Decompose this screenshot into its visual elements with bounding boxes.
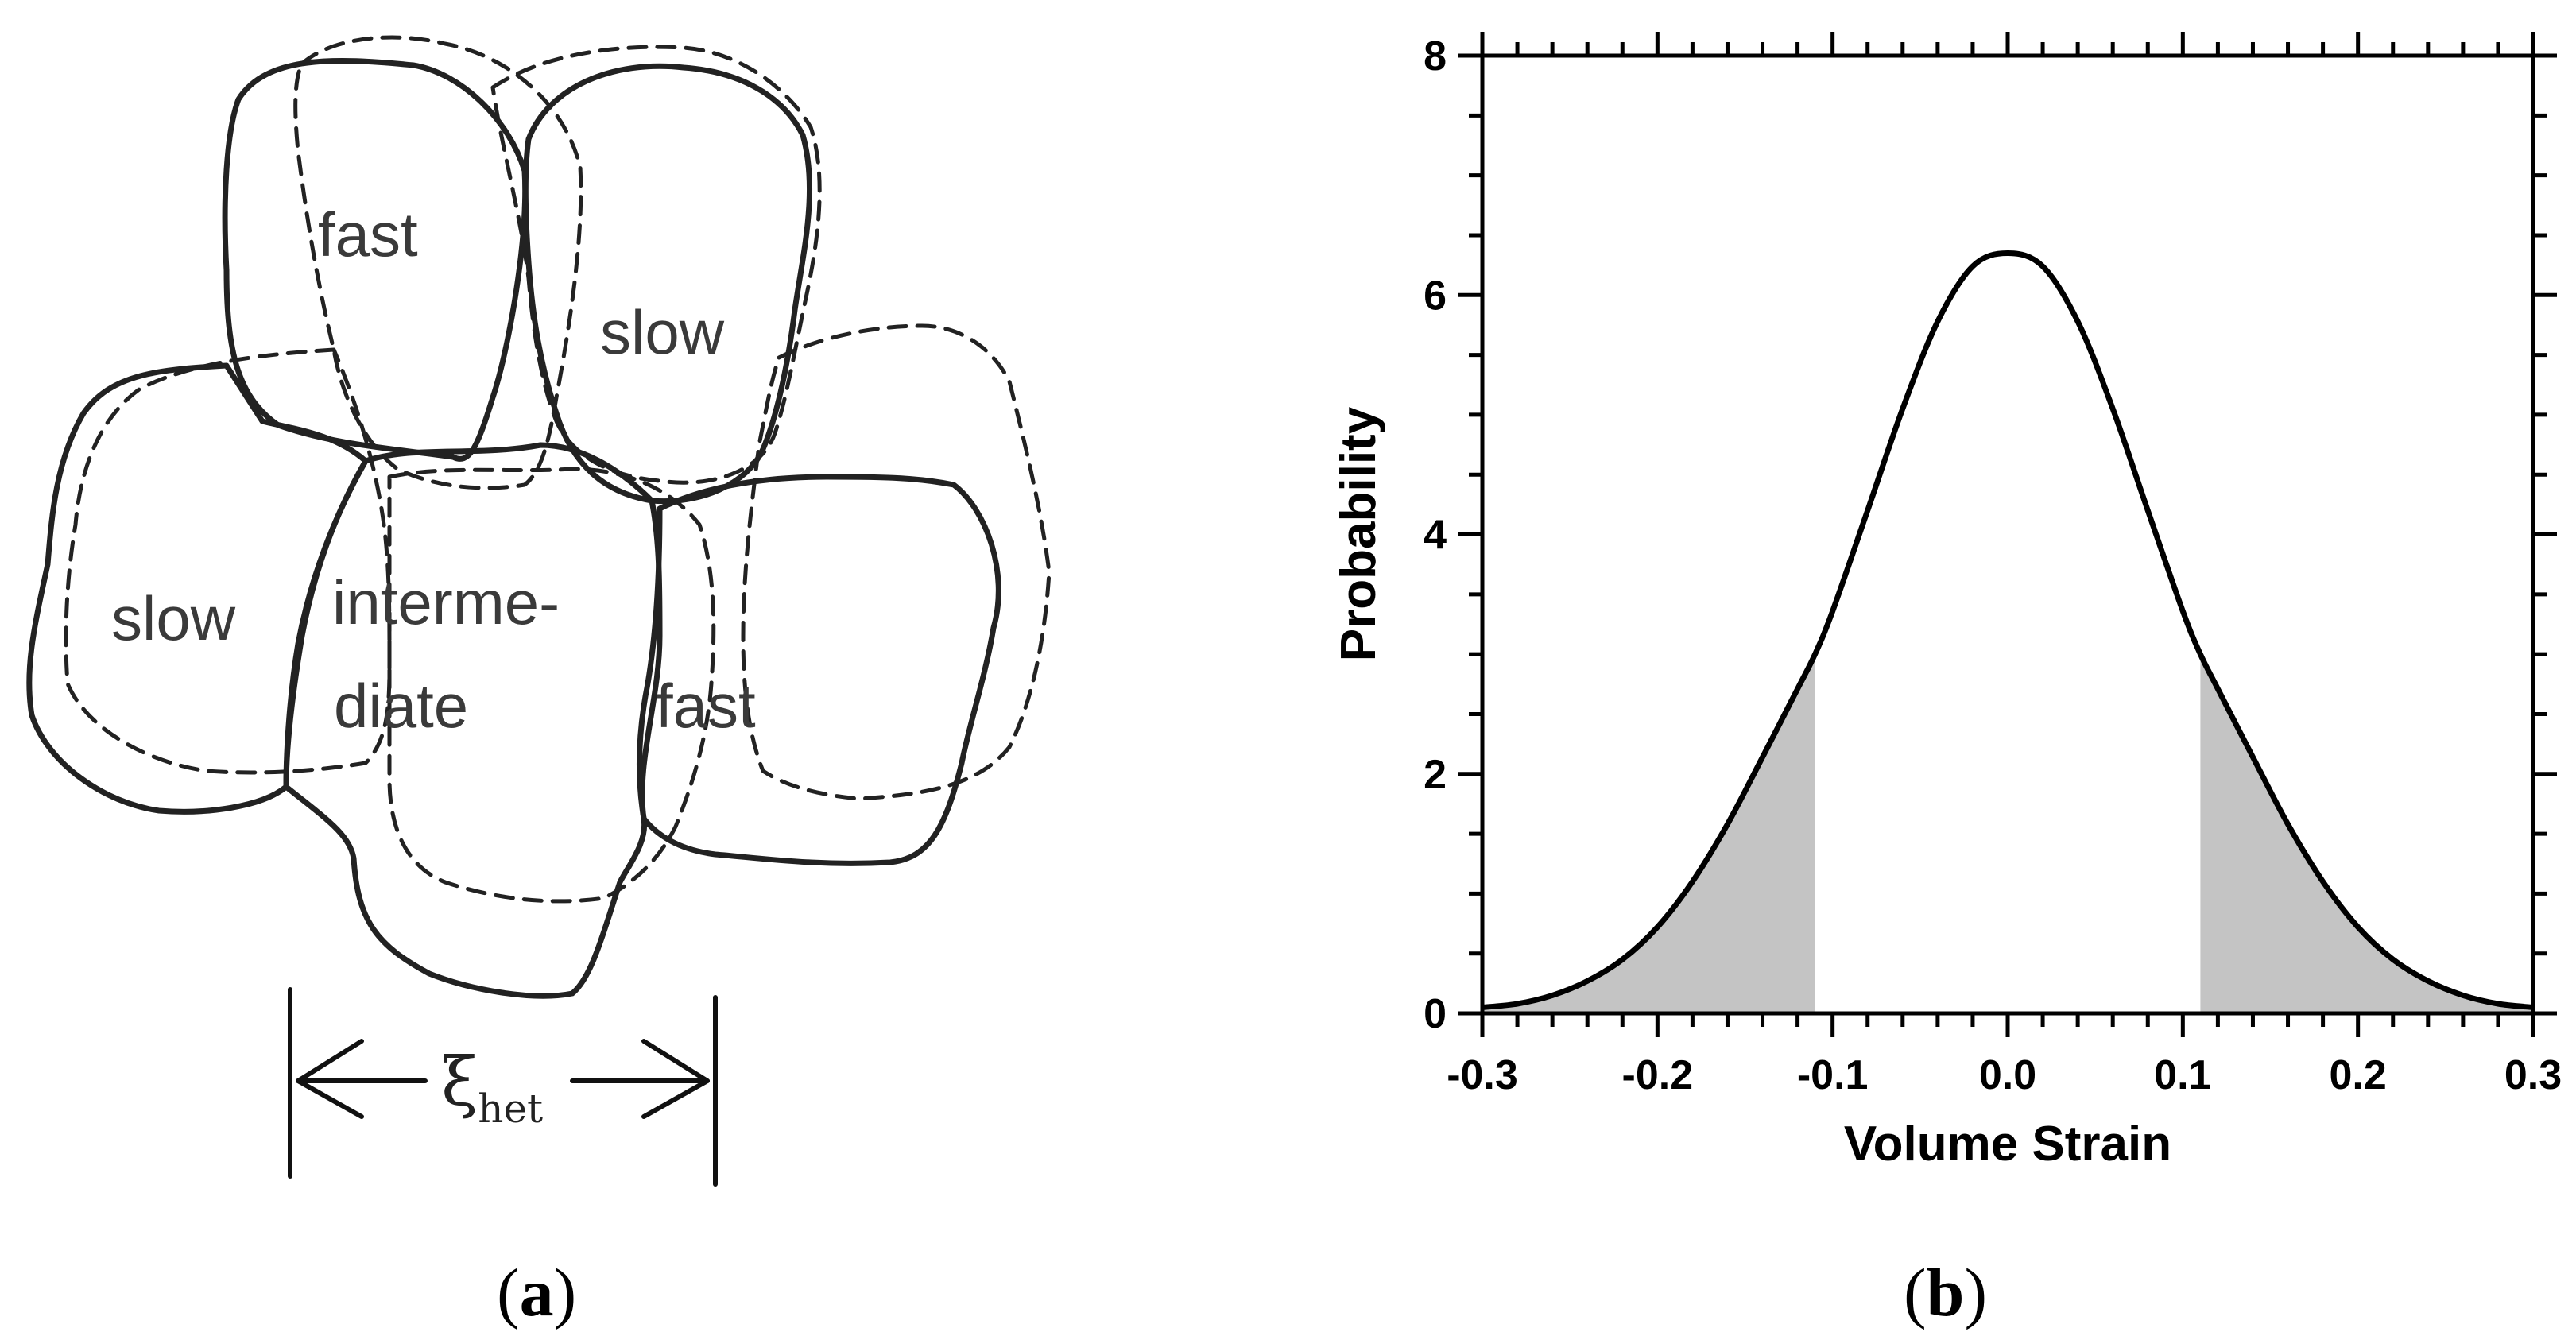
tick-layer <box>1458 32 2557 1037</box>
dashed-grain-top-right <box>490 45 822 485</box>
x-tick-label: -0.2 <box>1622 1052 1694 1098</box>
shade-layer <box>1482 654 2533 1013</box>
grain-top-right <box>522 63 813 505</box>
x-axis-title: Volume Strain <box>1844 1117 2171 1171</box>
panel-label-b-close: ) <box>1964 1254 1987 1330</box>
panel-label-b-letter: b <box>1927 1254 1965 1330</box>
volume-strain-chart: -0.3 -0.2 -0.1 0.0 0.1 0.2 0.3 0 2 4 6 8 Volume Str… <box>1331 32 2562 1171</box>
y-tick-label: 8 <box>1424 33 1447 79</box>
solid-grain-outlines <box>26 57 1001 999</box>
length-scale-subscript: het <box>478 1086 543 1132</box>
panel-label-a-open: ( <box>497 1254 520 1330</box>
shaded-region-right-tail <box>2200 654 2533 1013</box>
plot-frame <box>1480 53 2535 1016</box>
panel-label-a-letter: a <box>520 1254 554 1330</box>
shaded-region-left-tail <box>1482 654 1815 1013</box>
probability-curve <box>1482 250 2534 1010</box>
panel-label-b: (b) <box>1904 1254 1987 1330</box>
panel-label-a-close: ) <box>554 1254 577 1330</box>
x-tick-label: 0.2 <box>2330 1052 2387 1098</box>
x-tick-label: 0.3 <box>2504 1052 2562 1098</box>
dashed-grain-right <box>741 323 1052 801</box>
y-tick-label: 6 <box>1424 273 1447 319</box>
x-tick-label: -0.3 <box>1447 1052 1518 1098</box>
length-scale-bar <box>288 987 718 1187</box>
dashed-grain-center <box>387 467 716 904</box>
length-scale-symbol: ξ <box>441 1043 478 1121</box>
y-tick-label: 4 <box>1424 513 1447 559</box>
grain-right <box>637 474 1001 866</box>
panel-label-b-open: ( <box>1904 1254 1927 1330</box>
tick-label-layer: -0.3 -0.2 -0.1 0.0 0.1 0.2 0.3 0 2 4 6 8 <box>1424 33 2562 1098</box>
region-label-intermediate-line2: diate <box>334 671 468 741</box>
panel-label-a: (a) <box>497 1254 576 1330</box>
y-tick-label: 2 <box>1424 752 1447 798</box>
dashed-grain-outlines <box>64 35 1052 904</box>
x-tick-label: -0.1 <box>1797 1052 1869 1098</box>
region-label-fast-top: fast <box>318 199 418 269</box>
y-axis-title: Probability <box>1331 406 1386 661</box>
x-tick-label: 0.1 <box>2154 1052 2211 1098</box>
region-label-slow-top: slow <box>600 297 725 367</box>
x-tick-label: 0.0 <box>1979 1052 2036 1098</box>
grain-top-left <box>222 57 529 462</box>
dashed-grain-left <box>64 347 392 775</box>
length-scale-label: ξhet <box>441 1043 543 1132</box>
grain-center <box>283 442 663 999</box>
region-label-slow-left: slow <box>111 583 236 653</box>
region-label-intermediate-line1: interme- <box>332 567 560 637</box>
dashed-grain-top-left <box>293 35 583 490</box>
y-tick-label: 0 <box>1424 991 1447 1037</box>
region-label-fast-right: fast <box>656 671 756 741</box>
panel-a-diagram <box>26 35 1052 1187</box>
